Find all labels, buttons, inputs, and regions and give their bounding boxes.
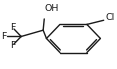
Text: Cl: Cl <box>106 13 115 22</box>
Text: F: F <box>10 41 15 50</box>
Text: F: F <box>10 23 15 32</box>
Text: OH: OH <box>45 4 59 13</box>
Text: F: F <box>1 32 7 41</box>
